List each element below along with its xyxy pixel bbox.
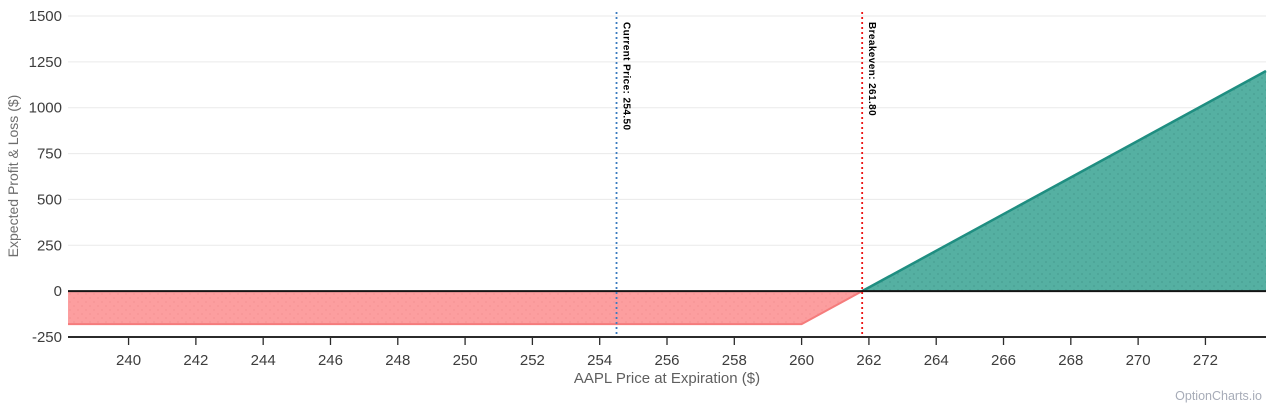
x-tick-label-242: 242 [183,352,208,369]
x-tick-label-262: 262 [856,352,881,369]
x-tick-label-244: 244 [251,352,276,369]
current-price-label: Current Price: 254.50 [620,22,632,131]
x-tick-label-246: 246 [318,352,343,369]
y-tick-label-0: 0 [54,283,62,300]
y-tick-label-1250: 1250 [29,54,62,71]
x-tick-label-258: 258 [722,352,747,369]
watermark: OptionCharts.io [1175,389,1262,403]
breakeven-label: Breakeven: 261.80 [866,22,878,117]
y-tick-label-1000: 1000 [29,100,62,117]
x-tick-label-270: 270 [1126,352,1151,369]
y-tick-label-500: 500 [37,191,62,208]
loss-edge-line [68,290,863,326]
x-tick-label-252: 252 [520,352,545,369]
x-tick-label-264: 264 [924,352,949,369]
y-tick-label-250: 250 [37,237,62,254]
x-tick-label-272: 272 [1193,352,1218,369]
x-tick-label-256: 256 [654,352,679,369]
y-axis-title: Expected Profit & Loss ($) [5,94,21,258]
x-tick-label-248: 248 [385,352,410,369]
x-tick-label-254: 254 [587,352,612,369]
loss-area-pattern [68,291,863,325]
x-tick-label-266: 266 [991,352,1016,369]
y-tick-label-750: 750 [37,146,62,163]
y-tick-label--250: -250 [32,329,62,346]
profit-edge-line [861,69,1267,293]
x-axis-title: AAPL Price at Expiration ($) [573,370,761,387]
x-tick-label-268: 268 [1058,352,1083,369]
x-tick-label-250: 250 [453,352,478,369]
y-tick-label-1500: 1500 [29,8,62,25]
x-tick-label-240: 240 [116,352,141,369]
x-tick-label-260: 260 [789,352,814,369]
